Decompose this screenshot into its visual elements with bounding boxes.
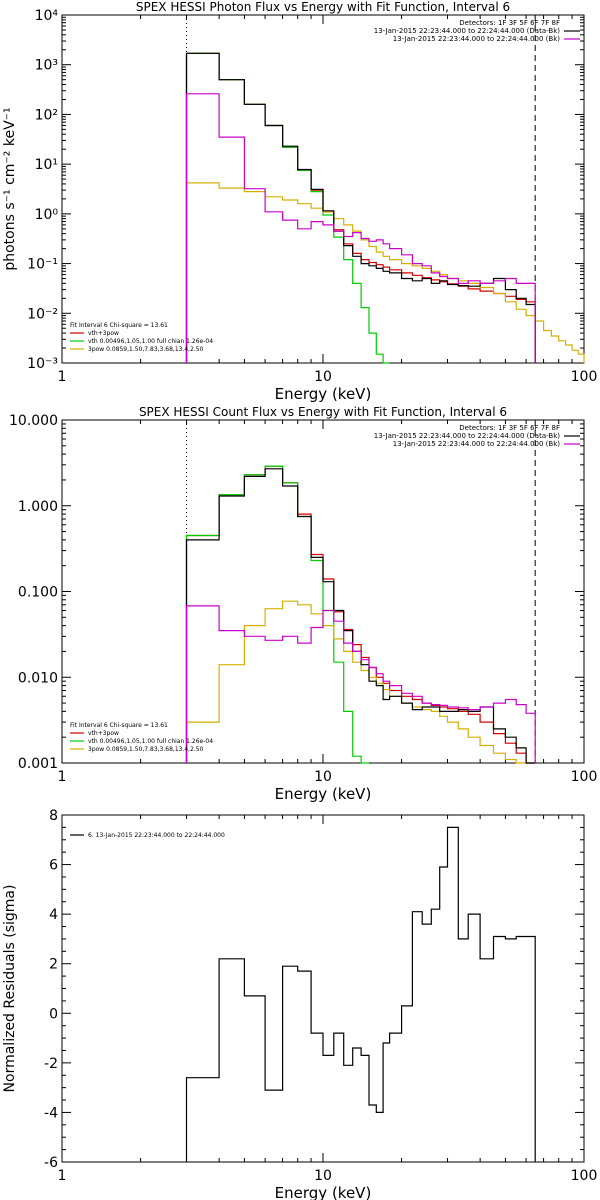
x-tick-label: 10 [314, 769, 332, 785]
x-tick-label: 1 [58, 369, 67, 385]
legend-header: Detectors: 1F 3F 5F 6F 7F 8F [459, 19, 560, 27]
y-tick-label: 0.010 [18, 670, 58, 686]
x-axis-label: Energy (keV) [275, 385, 372, 403]
chart-title: SPEX HESSI Count Flux vs Energy with Fit… [139, 405, 507, 419]
legend-entry-text: 13-Jan-2015 22:23:44.000 to 22:24:44.000… [374, 27, 561, 35]
y-tick-label: 0.001 [18, 756, 58, 772]
legend-entry-text: vth 0.00496,1.05,1.00 full chian 1.26e-0… [88, 338, 213, 345]
legend-entry-text: vth+3pow [88, 330, 119, 337]
y-tick-label: 8 [49, 808, 58, 824]
y-tick-label: 10² [35, 107, 58, 123]
plot-frame-3 [61, 814, 585, 1163]
y-tick-label: 4 [49, 907, 58, 923]
legend-header: Fit Interval 6 Chi-square = 13.61 [70, 722, 168, 729]
x-tick-label: 100 [571, 1168, 598, 1184]
x-tick-label: 1 [58, 1168, 67, 1184]
series-vth-3pow [185, 52, 536, 363]
y-tick-label: 6 [49, 858, 58, 874]
series-data-bk [185, 468, 536, 764]
series-vth-3pow [185, 465, 536, 764]
series-bk [185, 93, 536, 363]
x-tick-label: 10 [314, 369, 332, 385]
y-tick-label: -4 [44, 1105, 58, 1121]
legend-entry-text: 3pow 0.0859,1.50,7.83,3.68,13.4,2.50 [88, 346, 204, 353]
legend-entry-text: vth+3pow [88, 730, 119, 737]
x-tick-label: 100 [571, 769, 598, 785]
y-tick-label: 10⁻¹ [27, 257, 58, 273]
y-tick-label: 0.100 [18, 585, 58, 601]
legend-header: Detectors: 1F 3F 5F 6F 7F 8F [459, 424, 560, 432]
legend-entry-text: vth 0.00496,1.05,1.00 full chian 1.26e-0… [88, 738, 213, 745]
y-tick-label: 10⁰ [35, 207, 59, 223]
series-3pow [185, 182, 585, 363]
legend-entry-text: 13-Jan-2015 22:23:44.000 to 22:24:44.000… [393, 35, 561, 43]
legend-entry-text: 6. 13-Jan-2015 22:23:44.000 to 22:24:44.… [88, 832, 225, 839]
y-tick-label: 10⁴ [35, 8, 59, 24]
series-vth [185, 465, 369, 764]
x-tick-label: 10 [314, 1168, 332, 1184]
series-bk [185, 605, 536, 763]
y-axis-label: photons s⁻¹ cm⁻² keV⁻¹ [2, 107, 18, 270]
series-vth [185, 52, 390, 364]
y-tick-label: 1.000 [18, 499, 58, 515]
series-6-13-jan-2015-22-23-44-000-to-22-24-44-000 [185, 826, 536, 1162]
series-data-bk [185, 52, 536, 363]
chart-title: SPEX HESSI Photon Flux vs Energy with Fi… [136, 0, 510, 14]
legend-entry-text: 13-Jan-2015 22:23:44.000 to 22:24:44.000… [393, 440, 561, 448]
x-axis-label: Energy (keV) [275, 1184, 372, 1200]
y-tick-label: -6 [44, 1155, 58, 1171]
y-tick-label: 2 [49, 957, 58, 973]
y-tick-label: 10³ [35, 58, 58, 74]
legend-header: Fit Interval 6 Chi-square = 13.61 [70, 322, 168, 329]
y-tick-label: 10⁻² [27, 306, 58, 322]
y-tick-label: -2 [44, 1056, 58, 1072]
x-tick-label: 100 [571, 369, 598, 385]
y-tick-label: 0 [49, 1006, 58, 1022]
series-3pow [185, 600, 536, 764]
legend-entry-text: 13-Jan-2015 22:23:44.000 to 22:24:44.000… [374, 432, 561, 440]
x-tick-label: 1 [58, 769, 67, 785]
x-axis-label: Energy (keV) [275, 785, 372, 803]
y-tick-label: 10.000 [9, 413, 58, 429]
y-tick-label: 10⁻³ [27, 356, 58, 372]
legend-entry-text: 3pow 0.0859,1.50,7.83,3.68,13.4,2.50 [88, 746, 204, 753]
y-axis-label: Normalized Residuals (sigma) [2, 885, 18, 1093]
y-tick-label: 10¹ [35, 157, 58, 173]
